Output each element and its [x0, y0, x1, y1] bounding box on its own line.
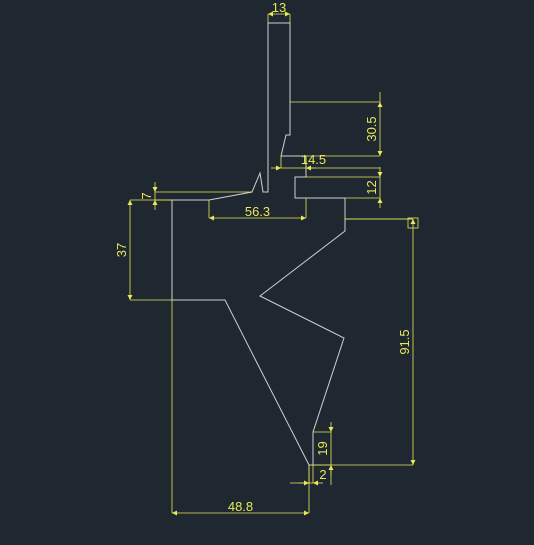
dim-48-8: 48.8	[228, 499, 253, 514]
dim-37: 37	[114, 243, 129, 257]
dim-91-5: 91.5	[397, 329, 412, 354]
dim-2: 2	[319, 467, 326, 482]
dim-14-5: 14.5	[301, 152, 326, 167]
dim-56-3: 56.3	[245, 204, 270, 219]
dimensions: 13 30.5 14.5 12 56.3 7 37 91.5 19 2 48.8	[114, 0, 418, 516]
dim-19: 19	[315, 441, 330, 455]
part-outline	[172, 23, 345, 465]
dim-12: 12	[364, 180, 379, 194]
dim-30-5: 30.5	[364, 116, 379, 141]
dim-7: 7	[139, 192, 154, 199]
dim-top-width: 13	[272, 0, 286, 15]
cad-viewport: 13 30.5 14.5 12 56.3 7 37 91.5 19 2 48.8	[0, 0, 534, 545]
